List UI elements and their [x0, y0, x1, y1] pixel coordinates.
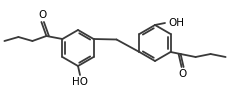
Text: O: O	[38, 10, 46, 20]
Text: OH: OH	[168, 18, 184, 28]
Text: O: O	[178, 69, 187, 79]
Text: HO: HO	[72, 77, 88, 87]
